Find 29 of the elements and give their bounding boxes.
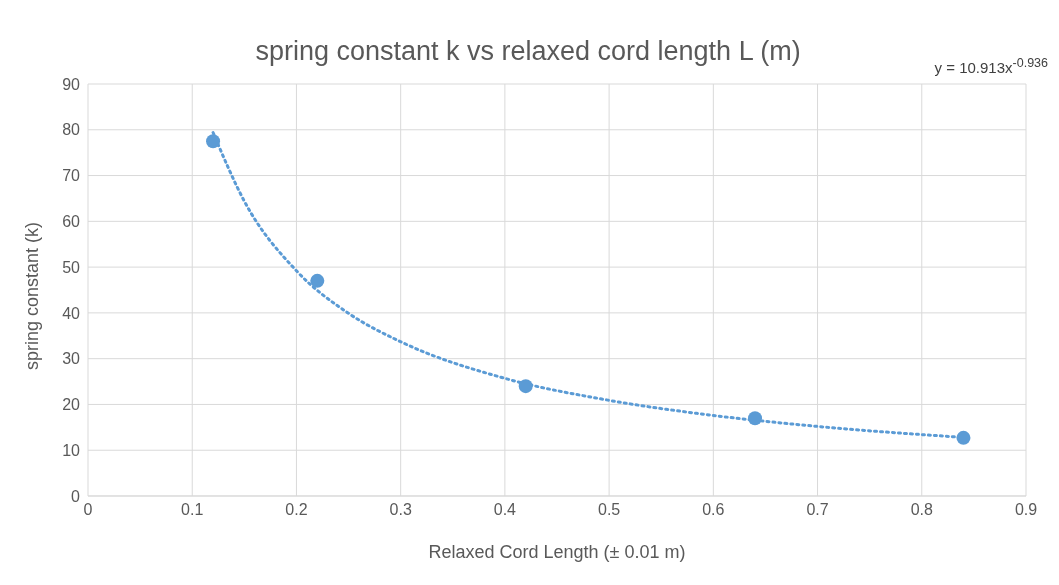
x-tick-label: 0.3 (389, 501, 412, 519)
y-tick-label: 90 (62, 75, 81, 93)
x-tick-label: 0 (83, 501, 93, 519)
x-axis-title: Relaxed Cord Length (± 0.01 m) (428, 542, 686, 562)
y-tick-label: 50 (62, 258, 81, 276)
x-tick-label: 0.2 (285, 501, 308, 519)
x-tick-label: 0.4 (493, 501, 517, 519)
x-tick-label: 0.1 (181, 501, 204, 519)
x-tick-label: 0.5 (597, 501, 621, 519)
y-tick-label: 70 (62, 167, 81, 185)
y-tick-label: 30 (62, 350, 81, 368)
x-tick-label: 0.7 (806, 501, 829, 519)
point (956, 430, 971, 445)
point (310, 273, 325, 288)
point (206, 134, 221, 149)
y-tick-label: 80 (62, 121, 81, 139)
x-tick-label: 0.8 (910, 501, 933, 519)
y-tick-label: 60 (62, 213, 81, 231)
y-tick-label: 0 (71, 487, 81, 505)
y-tick-label: 40 (62, 304, 81, 322)
point (748, 411, 763, 426)
y-tick-label: 20 (62, 396, 81, 414)
chart-title: spring constant k vs relaxed cord length L (m) (255, 36, 801, 66)
point (518, 379, 533, 394)
x-tick-label: 0.9 (1014, 501, 1038, 519)
x-tick-label: 0.6 (702, 501, 725, 519)
text: y = 10.913x$^{-0.936}$ (934, 56, 1048, 76)
y-axis-title: spring constant (k) (22, 221, 43, 370)
y-tick-label: 10 (62, 441, 81, 459)
